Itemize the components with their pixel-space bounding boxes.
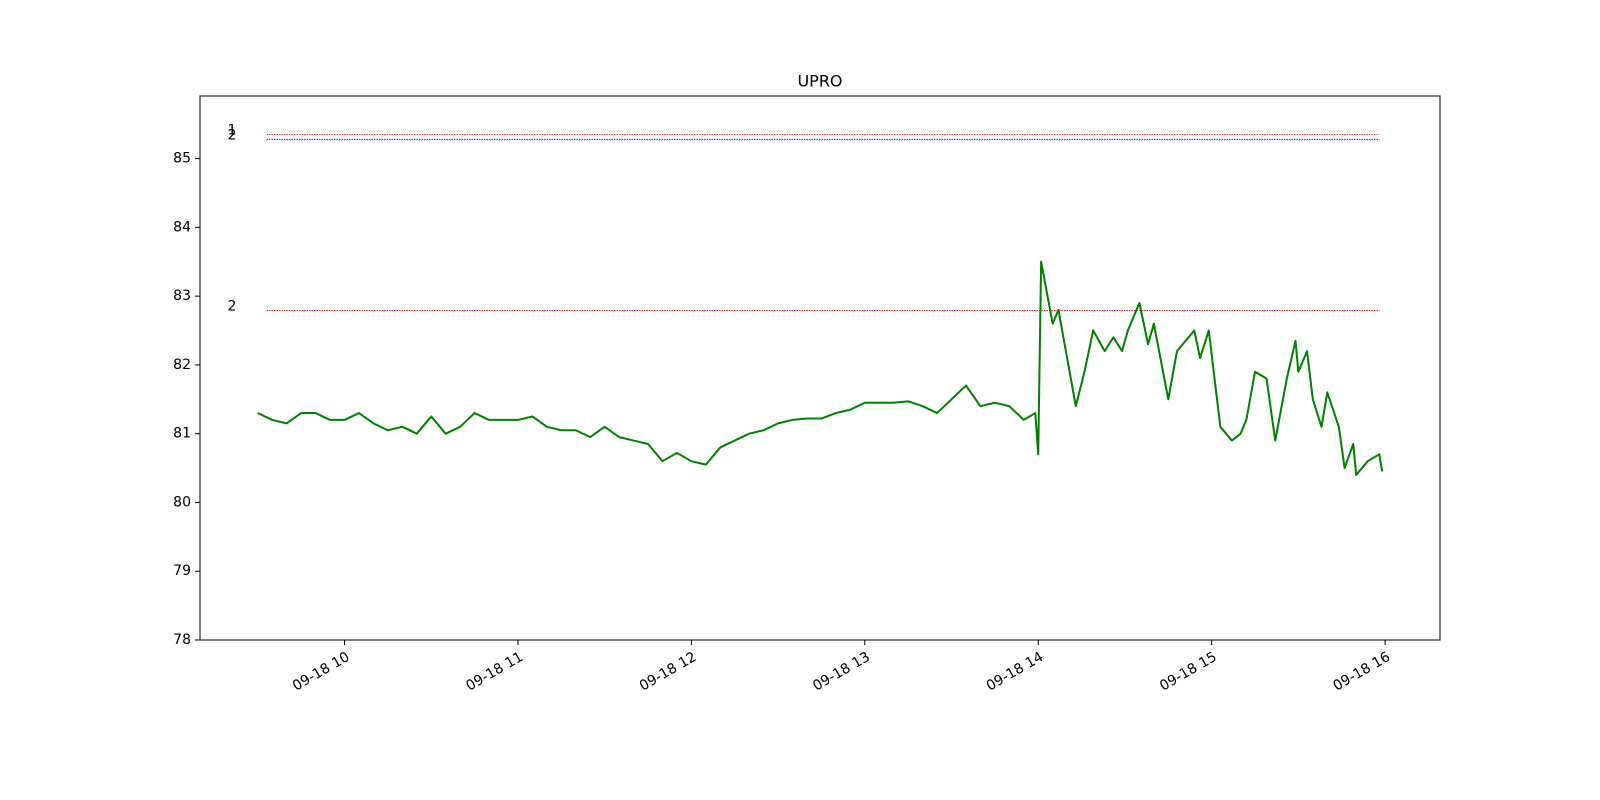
y-tick-label: 81	[173, 426, 191, 442]
x-tick-label: 09-18 13	[810, 649, 873, 694]
price-line	[257, 260, 1384, 476]
x-tick-label: 09-18 14	[984, 649, 1047, 694]
reference-label: 2	[228, 299, 237, 315]
y-tick-label: 82	[173, 357, 191, 373]
reference-label: 1	[228, 123, 237, 139]
x-tick-label: 09-18 16	[1331, 649, 1394, 694]
y-tick-label: 83	[173, 288, 191, 304]
y-tick-label: 78	[173, 632, 191, 648]
x-tick-label: 09-18 10	[290, 649, 353, 694]
x-tick-label: 09-18 15	[1157, 649, 1220, 694]
y-tick-label: 85	[173, 151, 191, 167]
x-tick-label: 09-18 11	[463, 649, 526, 694]
y-tick-label: 79	[173, 563, 191, 579]
y-tick-label: 80	[173, 494, 191, 510]
plot-frame	[199, 95, 1441, 641]
x-tick-label: 09-18 12	[637, 649, 700, 694]
y-tick-label: 84	[173, 219, 191, 235]
reference-label: 2	[228, 127, 237, 143]
chart-title: UPRO	[797, 72, 842, 91]
